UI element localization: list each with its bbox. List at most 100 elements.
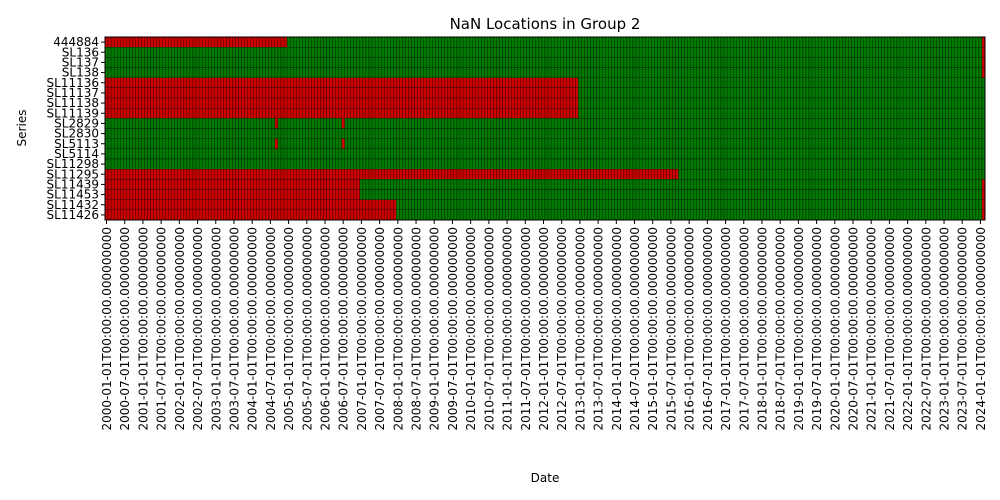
data-cell — [575, 199, 579, 210]
data-cell — [833, 36, 837, 48]
data-cell — [881, 87, 886, 99]
data-cell — [529, 118, 534, 129]
data-cell — [675, 97, 679, 109]
nan-cell — [201, 97, 206, 109]
nan-cell — [159, 36, 163, 48]
data-cell — [857, 158, 861, 170]
data-cell — [271, 158, 276, 170]
data-cell — [966, 36, 970, 48]
data-cell — [377, 189, 382, 200]
data-cell — [438, 148, 442, 160]
data-cell — [705, 57, 710, 68]
data-cell — [930, 87, 934, 99]
data-cell — [796, 169, 801, 180]
data-cell — [969, 77, 974, 88]
data-cell — [253, 148, 257, 160]
nan-cell — [326, 179, 330, 190]
data-cell — [623, 148, 628, 160]
data-cell — [830, 57, 834, 68]
data-cell — [423, 47, 427, 58]
data-cell — [790, 189, 794, 200]
data-cell — [280, 67, 285, 78]
data-cell — [459, 36, 464, 48]
nan-cell — [262, 209, 266, 221]
data-cell — [441, 128, 446, 139]
data-cell — [456, 148, 461, 160]
data-cell — [842, 169, 846, 180]
data-cell — [793, 57, 798, 68]
data-cell — [978, 189, 983, 200]
data-cell — [277, 47, 282, 58]
nan-cell — [641, 169, 646, 180]
nan-cell — [380, 108, 385, 119]
data-cell — [614, 179, 618, 190]
data-cell — [280, 138, 285, 149]
data-cell — [201, 67, 206, 78]
data-cell — [845, 199, 849, 210]
data-cell — [927, 47, 931, 58]
data-cell — [374, 189, 379, 200]
data-cell — [924, 77, 928, 88]
data-cell — [365, 57, 370, 68]
data-cell — [517, 67, 521, 78]
nan-cell — [162, 169, 166, 180]
nan-cell — [481, 77, 485, 88]
data-cell — [481, 57, 485, 68]
data-cell — [672, 87, 676, 99]
data-cell — [541, 47, 546, 58]
data-cell — [681, 169, 685, 180]
data-cell — [638, 138, 643, 149]
data-cell — [657, 148, 661, 160]
data-cell — [399, 128, 403, 139]
data-cell — [726, 169, 731, 180]
nan-cell — [523, 87, 527, 99]
data-cell — [587, 138, 591, 149]
nan-cell — [217, 189, 221, 200]
data-cell — [186, 57, 191, 68]
data-cell — [341, 148, 345, 160]
data-cell — [520, 47, 524, 58]
nan-cell — [462, 77, 467, 88]
data-cell — [296, 128, 300, 139]
data-cell — [320, 67, 324, 78]
data-cell — [432, 47, 436, 58]
data-cell — [720, 138, 725, 149]
nan-cell — [232, 189, 236, 200]
data-cell — [878, 189, 882, 200]
data-cell — [896, 169, 901, 180]
data-cell — [708, 148, 713, 160]
data-cell — [417, 138, 421, 149]
data-cell — [617, 67, 622, 78]
data-cell — [353, 36, 358, 48]
data-cell — [942, 36, 946, 48]
data-cell — [238, 118, 242, 129]
data-cell — [769, 47, 773, 58]
data-cell — [936, 158, 940, 170]
data-cell — [799, 118, 804, 129]
nan-cell — [341, 179, 345, 190]
data-cell — [866, 97, 870, 109]
data-cell — [250, 47, 254, 58]
data-cell — [975, 97, 980, 109]
nan-cell — [159, 169, 163, 180]
data-cell — [851, 108, 855, 119]
nan-cell — [608, 169, 612, 180]
data-cell — [393, 148, 397, 160]
data-cell — [684, 108, 688, 119]
data-cell — [857, 199, 861, 210]
nan-cell — [517, 87, 521, 99]
nan-cell — [204, 209, 209, 221]
nan-cell — [547, 108, 552, 119]
nan-cell — [283, 189, 288, 200]
data-cell — [292, 138, 297, 149]
data-cell — [456, 36, 461, 48]
data-cell — [635, 57, 640, 68]
nan-cell — [147, 179, 151, 190]
nan-cell — [356, 108, 361, 119]
data-cell — [927, 189, 931, 200]
data-cell — [854, 199, 858, 210]
data-cell — [332, 57, 336, 68]
data-cell — [651, 189, 655, 200]
nan-cell — [116, 87, 121, 99]
nan-cell — [211, 209, 215, 221]
